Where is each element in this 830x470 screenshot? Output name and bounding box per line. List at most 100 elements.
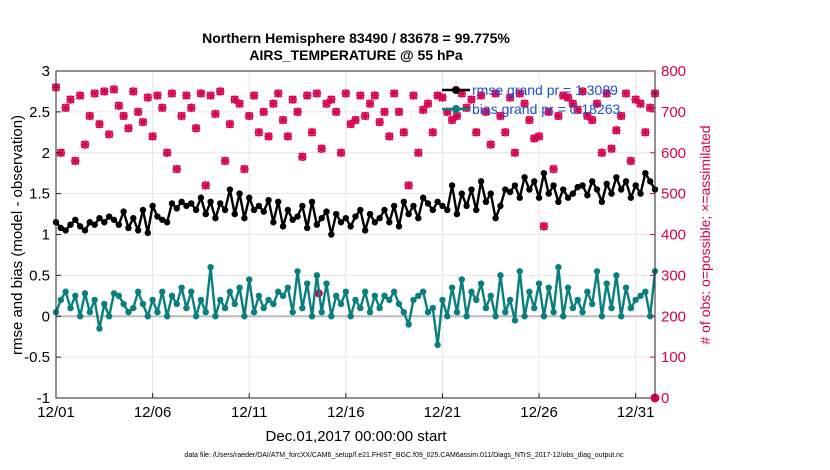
bias-point-18 bbox=[139, 300, 147, 308]
bias-point-20 bbox=[149, 296, 156, 304]
rmse-point-16 bbox=[130, 214, 137, 222]
rmse-point-41 bbox=[250, 206, 258, 214]
obs-marker-49 bbox=[288, 95, 297, 104]
obs-marker-48 bbox=[283, 132, 293, 141]
rmse-point-18 bbox=[139, 206, 147, 214]
bias-point-97 bbox=[521, 313, 528, 320]
bias-point-49 bbox=[289, 308, 296, 316]
rmse-point-20 bbox=[149, 202, 156, 210]
obs-marker-11 bbox=[104, 130, 114, 139]
rmse-point-91 bbox=[492, 214, 499, 222]
rmse-point-105 bbox=[560, 186, 567, 193]
rmse-point-120 bbox=[632, 182, 639, 189]
obs-marker-70 bbox=[389, 89, 399, 98]
obs-marker-50 bbox=[293, 107, 302, 117]
obs-marker-98 bbox=[525, 115, 534, 125]
obs-marker-51 bbox=[298, 152, 307, 161]
rmse-point-98 bbox=[526, 186, 533, 193]
bias-point-4 bbox=[72, 292, 79, 300]
obs-marker-63 bbox=[356, 91, 365, 100]
bias-point-70 bbox=[390, 288, 398, 295]
rmse-point-59 bbox=[337, 219, 345, 226]
rmse-point-74 bbox=[410, 202, 417, 210]
bias-point-52 bbox=[303, 280, 311, 287]
rmse-point-84 bbox=[458, 190, 465, 197]
bias-point-68 bbox=[381, 292, 388, 300]
rmse-point-96 bbox=[516, 194, 523, 201]
rmse-point-31 bbox=[202, 210, 209, 218]
obs-marker-86 bbox=[467, 95, 476, 104]
obs-marker-80 bbox=[438, 93, 447, 102]
bias-point-75 bbox=[415, 292, 422, 300]
x-axis-ticks: 12/01 12/06 12/11 12/16 12/21 12/26 12/31 bbox=[37, 393, 654, 421]
rmse-point-101 bbox=[540, 169, 548, 177]
bias-point-96 bbox=[516, 268, 523, 275]
rmse-point-2 bbox=[62, 227, 69, 234]
yl-tick-label-3: 0.5 bbox=[29, 267, 50, 284]
obs-marker-35 bbox=[220, 156, 230, 166]
yr-tick-label-7: 700 bbox=[661, 104, 686, 121]
obs-marker-19 bbox=[143, 93, 152, 102]
obs-marker-55 bbox=[317, 144, 326, 153]
rmse-point-48 bbox=[284, 206, 292, 214]
obs-marker-5 bbox=[76, 91, 85, 100]
rmse-point-62 bbox=[352, 213, 359, 220]
bias-point-95 bbox=[511, 317, 519, 324]
rmse-point-70 bbox=[390, 202, 398, 210]
bias-point-62 bbox=[352, 296, 359, 304]
rmse-point-28 bbox=[188, 200, 195, 207]
rmse-point-21 bbox=[154, 213, 161, 220]
bias-point-19 bbox=[144, 313, 151, 320]
bias-point-93 bbox=[502, 308, 509, 316]
rmse-point-15 bbox=[125, 224, 132, 232]
bias-point-69 bbox=[386, 296, 393, 304]
yr-tick-label-3: 300 bbox=[661, 267, 686, 284]
bias-point-57 bbox=[328, 313, 335, 320]
bias-point-56 bbox=[323, 280, 330, 287]
bias-point-29 bbox=[192, 313, 200, 320]
rmse-point-89 bbox=[482, 198, 490, 205]
rmse-point-27 bbox=[183, 202, 190, 210]
rmse-point-102 bbox=[545, 190, 552, 197]
obs-marker-95 bbox=[510, 148, 520, 157]
yl-tick-label-8: 3 bbox=[42, 63, 50, 80]
obs-marker-32 bbox=[206, 91, 215, 100]
obs-marker-33 bbox=[211, 109, 220, 119]
bias-point-2 bbox=[62, 288, 69, 295]
rmse-point-111 bbox=[589, 178, 596, 185]
obs-marker-4 bbox=[71, 156, 80, 166]
rmse-point-79 bbox=[434, 198, 441, 205]
obs-marker-21 bbox=[153, 91, 162, 100]
rmse-point-49 bbox=[289, 216, 296, 223]
obs-marker-43 bbox=[259, 107, 268, 117]
obs-marker-67 bbox=[375, 117, 384, 127]
obs-marker-90 bbox=[486, 140, 495, 149]
yr-tick-label-0: 0 bbox=[661, 390, 669, 407]
obs-marker-58 bbox=[332, 107, 341, 117]
obs-marker-64 bbox=[361, 111, 370, 121]
bias-point-33 bbox=[212, 313, 219, 320]
rmse-point-112 bbox=[593, 186, 601, 193]
rmse-point-32 bbox=[207, 198, 214, 205]
bias-point-15 bbox=[125, 308, 132, 316]
rmse-point-83 bbox=[453, 210, 461, 218]
obs-marker-24 bbox=[167, 89, 177, 98]
obs-marker-96 bbox=[515, 89, 524, 98]
obs-marker-71 bbox=[394, 107, 404, 117]
rmse-point-88 bbox=[477, 178, 485, 185]
rmse-point-103 bbox=[550, 182, 557, 189]
rmse-point-75 bbox=[415, 214, 422, 222]
rmse-point-33 bbox=[212, 214, 219, 222]
y-axis-left-label: rmse and bias (model - observation) bbox=[9, 115, 26, 355]
bias-point-27 bbox=[183, 304, 190, 312]
bias-point-40 bbox=[246, 276, 253, 283]
x-tick-label-0: 12/01 bbox=[37, 404, 75, 421]
rmse-point-77 bbox=[424, 200, 432, 207]
obs-marker-44 bbox=[264, 132, 273, 141]
obs-marker-13 bbox=[114, 101, 123, 110]
bias-point-12 bbox=[110, 290, 118, 297]
obs-marker-30 bbox=[196, 89, 206, 98]
rmse-point-25 bbox=[173, 205, 180, 212]
legend-bias-label: bias grand pr = 0.18263 bbox=[472, 101, 620, 117]
bias-point-45 bbox=[270, 300, 277, 308]
